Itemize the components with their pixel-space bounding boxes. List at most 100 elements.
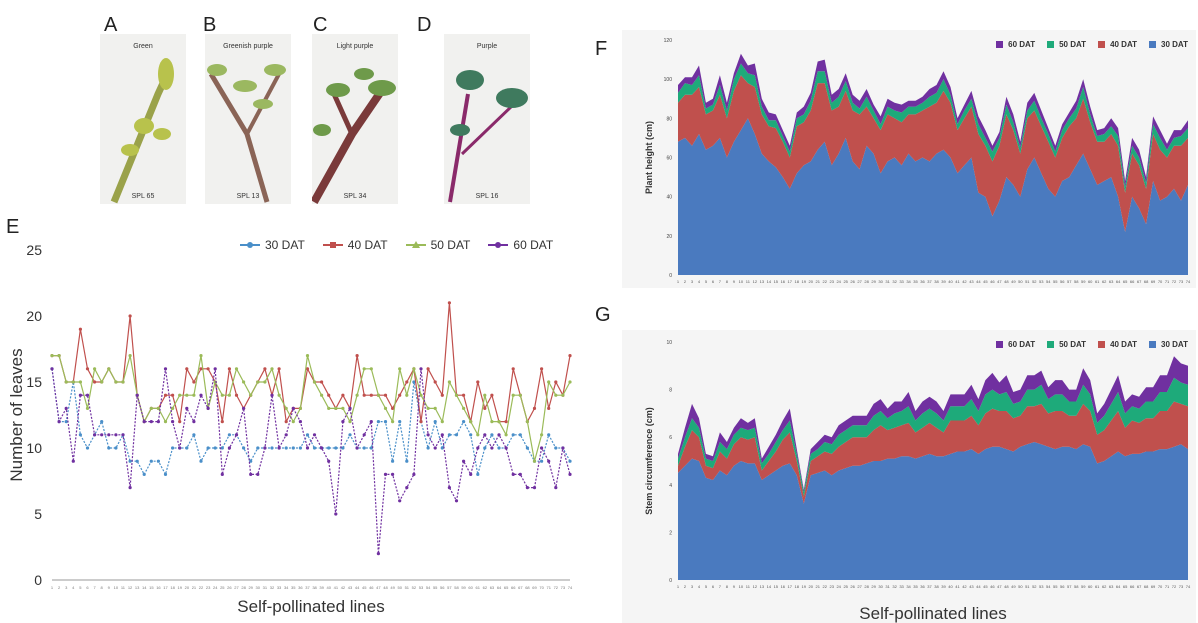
y-tick-label: 15: [26, 374, 42, 390]
x-tick-label: 70: [539, 585, 544, 590]
data-point: [121, 433, 125, 437]
x-tick-label: 30: [256, 585, 261, 590]
data-point: [568, 459, 572, 463]
data-point: [78, 393, 82, 397]
x-tick-label: 5: [705, 584, 708, 589]
data-point: [312, 446, 317, 450]
x-tick-label: 6: [712, 584, 715, 589]
x-tick-label: 10: [739, 279, 744, 284]
x-tick-label: 69: [1151, 584, 1156, 589]
x-tick-label: 13: [760, 279, 765, 284]
data-point: [391, 406, 395, 410]
x-tick-label: 17: [163, 585, 168, 590]
x-tick-label: 70: [1158, 584, 1163, 589]
x-tick-label: 66: [511, 585, 516, 590]
data-point: [334, 446, 338, 450]
x-tick-label: 55: [1053, 279, 1058, 284]
plant-leaf: [456, 70, 484, 90]
data-point: [327, 406, 331, 410]
data-point: [220, 472, 224, 476]
x-tick-label: 39: [941, 584, 946, 589]
y-axis-title: Stem circumference (cm): [644, 407, 654, 515]
data-point: [454, 499, 459, 503]
data-point: [362, 367, 366, 371]
x-tick-label: 16: [781, 279, 786, 284]
data-point: [497, 446, 501, 450]
data-point: [320, 380, 324, 384]
data-point: [462, 393, 466, 397]
y-tick-label: 0: [669, 578, 672, 584]
data-point: [426, 433, 430, 437]
y-tick-label: 4: [669, 483, 672, 489]
data-point: [163, 393, 168, 397]
x-tick-label: 23: [206, 585, 211, 590]
x-tick-label: 34: [906, 584, 911, 589]
chart-legend: 30 DAT 40 DAT 50 DAT 60 DAT: [240, 238, 553, 252]
x-tick-label: 74: [1186, 279, 1191, 284]
data-point: [426, 446, 430, 450]
x-tick-label: 64: [1116, 584, 1121, 589]
data-point: [568, 472, 572, 476]
data-point: [419, 367, 423, 371]
x-tick-label: 38: [934, 584, 939, 589]
x-tick-label: 68: [1144, 279, 1149, 284]
data-point: [483, 433, 487, 437]
legend-label: 60 DAT: [513, 238, 554, 252]
x-tick-label: 20: [809, 279, 814, 284]
plant-photo-light-purple: Light purple SPL 34: [312, 34, 398, 204]
x-tick-label: 36: [298, 585, 303, 590]
x-tick-label: 14: [142, 585, 147, 590]
x-tick-label: 56: [1060, 584, 1065, 589]
data-point: [476, 446, 480, 450]
plant-leaf: [253, 99, 273, 109]
data-point: [263, 446, 267, 450]
chart-legend: 60 DAT 50 DAT 40 DAT 30 DAT: [996, 340, 1188, 349]
x-tick-label: 68: [525, 585, 530, 590]
legend-label: 60 DAT: [1008, 40, 1036, 49]
x-tick-label: 14: [767, 584, 772, 589]
plant-stem: [331, 92, 355, 136]
data-point: [121, 380, 125, 384]
x-tick-label: 28: [864, 279, 869, 284]
x-tick-label: 32: [892, 584, 897, 589]
data-point: [469, 433, 473, 437]
data-point: [532, 486, 537, 490]
x-tick-label: 73: [561, 585, 566, 590]
data-point: [405, 380, 409, 384]
data-point: [57, 354, 61, 358]
series-area: [678, 118, 1188, 275]
data-point: [320, 446, 324, 450]
legend-item: 60 DAT: [996, 40, 1035, 49]
plant-leaf: [368, 80, 396, 96]
data-point: [355, 393, 359, 397]
photo-title: Light purple: [336, 43, 374, 50]
plant-leaf: [121, 144, 139, 156]
x-tick-label: 39: [941, 279, 946, 284]
x-tick-label: 46: [369, 585, 374, 590]
data-point: [234, 393, 239, 397]
x-tick-label: 34: [906, 279, 911, 284]
x-tick-label: 64: [497, 585, 502, 590]
x-tick-label: 19: [802, 279, 807, 284]
data-point: [64, 380, 68, 384]
data-point: [220, 446, 224, 450]
data-point: [185, 406, 189, 410]
series-area: [678, 356, 1188, 492]
data-point: [426, 406, 430, 410]
data-point: [327, 393, 331, 397]
data-point: [383, 393, 388, 397]
y-tick-label: 2: [669, 530, 672, 536]
x-tick-label: 42: [962, 279, 967, 284]
x-tick-label: 38: [934, 279, 939, 284]
x-tick-label: 71: [1165, 584, 1170, 589]
data-point: [341, 420, 345, 424]
data-point: [334, 512, 338, 516]
data-point: [369, 367, 373, 371]
x-tick-label: 64: [1116, 279, 1121, 284]
data-point: [504, 446, 508, 450]
data-point: [185, 446, 189, 450]
chart-legend: 60 DAT 50 DAT 40 DAT 30 DAT: [996, 40, 1188, 49]
photo-title: Greenish purple: [223, 43, 273, 50]
x-tick-label: 32: [892, 279, 897, 284]
